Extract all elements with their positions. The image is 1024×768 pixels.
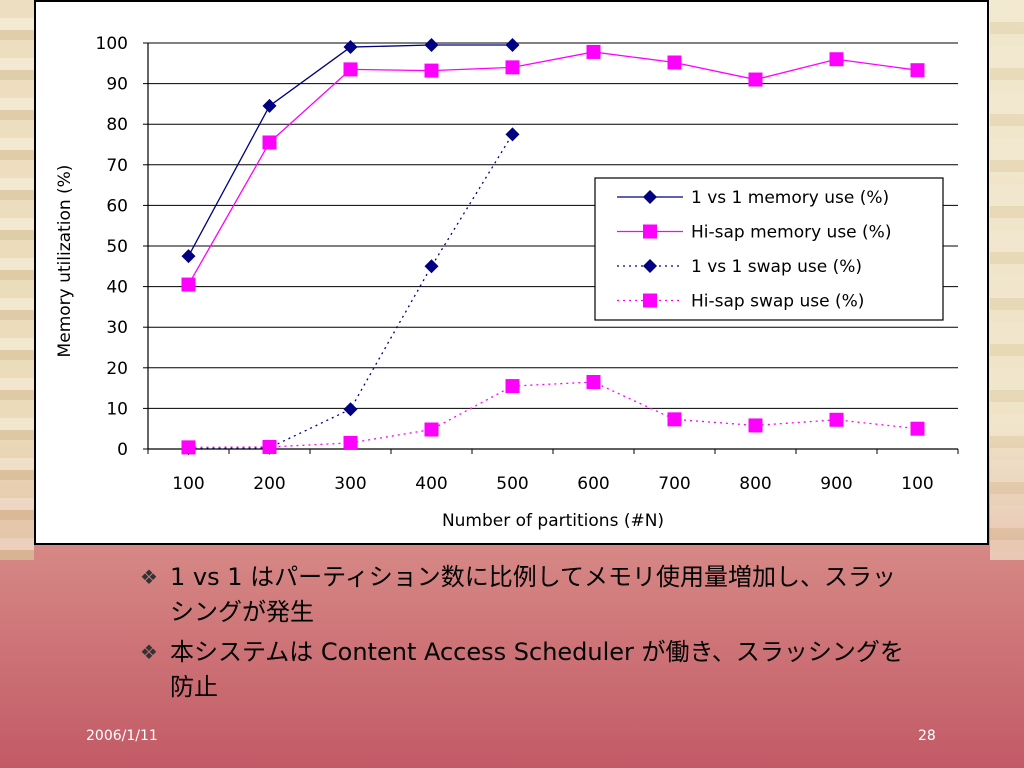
- data-point-series-2: [586, 44, 601, 59]
- bullet-text: 本システムは Content Access Scheduler が働き、スラッシ…: [170, 638, 904, 701]
- data-point-series-2: [181, 277, 196, 292]
- x-tick-label: 200: [253, 474, 285, 494]
- data-point-series-3: [343, 402, 358, 417]
- series-line-3: [188, 134, 514, 449]
- data-point-series-4: [181, 440, 196, 455]
- legend-marker: [643, 293, 657, 308]
- data-point-series-3: [505, 127, 520, 142]
- y-axis-label: Memory utilization (%): [55, 165, 75, 358]
- data-point-series-1: [424, 38, 439, 53]
- y-tick-label: 0: [117, 440, 128, 460]
- y-tick-label: 10: [106, 399, 128, 419]
- y-tick-label: 80: [106, 115, 128, 135]
- right-decorative-border: [990, 0, 1024, 560]
- data-point-series-4: [910, 421, 925, 436]
- memory-utilization-chart: 0 10 20 30 40 50 60 70 80 90 100 100 200 300 400 500 600…: [55, 34, 959, 531]
- slide-date: 2006/1/11: [86, 728, 158, 744]
- data-point-series-2: [829, 52, 844, 67]
- y-tick-label: 50: [106, 237, 128, 257]
- legend-marker: [643, 190, 657, 204]
- x-tick-label: 900: [820, 474, 852, 494]
- data-point-series-4: [505, 379, 520, 394]
- bullet-text: 1 vs 1 はパーティション数に比例してメモリ使用量増加し、スラッシングが発生: [170, 563, 896, 626]
- data-point-series-4: [829, 412, 844, 427]
- x-tick-label: 700: [658, 474, 690, 494]
- diamond-cluster-icon: ❖: [140, 565, 158, 589]
- slide-page-number: 28: [918, 728, 936, 744]
- bullet-item: ❖ 本システムは Content Access Scheduler が働き、スラ…: [140, 635, 940, 705]
- data-point-series-4: [667, 412, 682, 427]
- y-tick-label: 30: [106, 318, 128, 338]
- data-point-series-2: [910, 63, 925, 78]
- data-point-series-2: [343, 62, 358, 77]
- data-point-series-3: [424, 259, 439, 274]
- data-point-series-1: [505, 38, 520, 53]
- chart-frame: 0 10 20 30 40 50 60 70 80 90 100 100 200 300 400 500 600…: [34, 0, 989, 545]
- data-point-series-2: [667, 55, 682, 70]
- legend-entry-label: Hi-sap memory use (%): [691, 223, 891, 243]
- legend-entry-label: 1 vs 1 memory use (%): [691, 188, 889, 208]
- x-tick-label: 100: [901, 474, 933, 494]
- x-axis-label: Number of partitions (#N): [442, 511, 664, 531]
- x-tick-label: 400: [415, 474, 447, 494]
- x-tick-label: 100: [172, 474, 204, 494]
- bullet-list: ❖ 1 vs 1 はパーティション数に比例してメモリ使用量増加し、スラッシングが…: [140, 560, 940, 710]
- data-point-series-4: [424, 422, 439, 437]
- y-tick-label: 40: [106, 278, 128, 298]
- x-tick-label: 500: [496, 474, 528, 494]
- y-tick-label: 60: [106, 196, 128, 216]
- legend-entry-label: Hi-sap swap use (%): [691, 292, 864, 312]
- y-tick-label: 90: [106, 75, 128, 95]
- diamond-cluster-icon: ❖: [140, 640, 158, 664]
- data-point-series-2: [262, 135, 277, 150]
- legend-marker: [643, 259, 657, 273]
- legend-entry-label: 1 vs 1 swap use (%): [691, 257, 862, 277]
- data-point-series-4: [343, 435, 358, 450]
- data-point-series-4: [262, 439, 277, 454]
- x-tick-label: 300: [334, 474, 366, 494]
- series-line-1: [187, 44, 513, 257]
- y-tick-label: 100: [96, 34, 128, 54]
- data-point-series-1: [181, 249, 196, 264]
- series-line-2: [187, 51, 918, 285]
- y-tick-label: 70: [106, 156, 128, 176]
- data-point-series-1: [343, 40, 358, 55]
- data-point-series-2: [748, 72, 763, 87]
- data-point-series-4: [586, 375, 601, 390]
- bullet-item: ❖ 1 vs 1 はパーティション数に比例してメモリ使用量増加し、スラッシングが…: [140, 560, 940, 630]
- x-tick-label: 600: [577, 474, 609, 494]
- data-point-series-4: [748, 418, 763, 433]
- data-point-series-2: [424, 63, 439, 78]
- series-line-4: [188, 381, 918, 449]
- legend-marker: [643, 224, 657, 239]
- left-decorative-border: [0, 0, 34, 560]
- data-point-series-1: [262, 98, 277, 113]
- x-tick-label: 800: [739, 474, 771, 494]
- y-tick-label: 20: [106, 359, 128, 379]
- data-point-series-2: [505, 60, 520, 75]
